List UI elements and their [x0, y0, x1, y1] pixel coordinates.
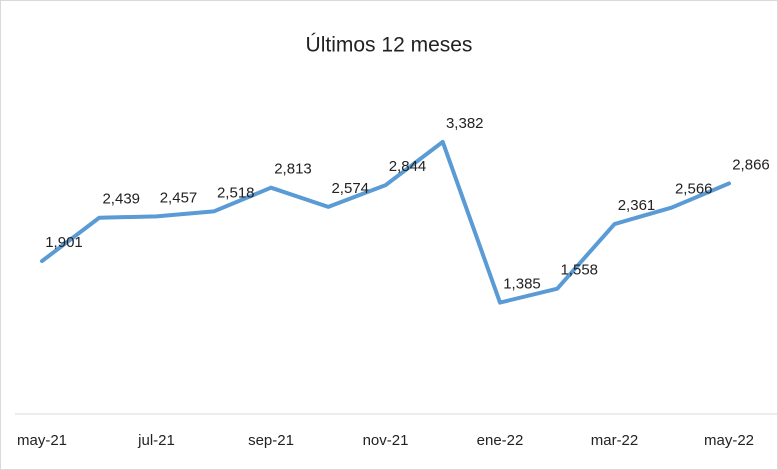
x-tick-label: ene-22 [477, 432, 524, 449]
data-label: 2,361 [618, 197, 656, 214]
data-label: 2,518 [217, 184, 255, 201]
data-label: 2,574 [331, 180, 369, 197]
data-label: 2,457 [160, 189, 198, 206]
data-label: 2,844 [389, 158, 427, 175]
data-label: 1,385 [503, 276, 541, 293]
x-tick-label: may-21 [17, 432, 67, 449]
data-label: 2,566 [675, 181, 713, 198]
x-tick-label: nov-21 [363, 432, 409, 449]
data-label: 2,866 [732, 156, 770, 173]
data-label: 1,901 [45, 234, 83, 251]
data-label: 2,439 [102, 191, 140, 208]
data-label: 1,558 [560, 262, 598, 279]
line [40, 139, 731, 305]
data-label: 3,382 [446, 115, 484, 132]
x-tick-label: sep-21 [248, 432, 294, 449]
x-tick-label: jul-21 [137, 432, 175, 449]
data-label: 2,813 [274, 161, 312, 178]
chart-title: Últimos 12 meses [306, 34, 473, 57]
x-tick-label: mar-22 [591, 432, 639, 449]
x-tick-label: may-22 [704, 432, 754, 449]
